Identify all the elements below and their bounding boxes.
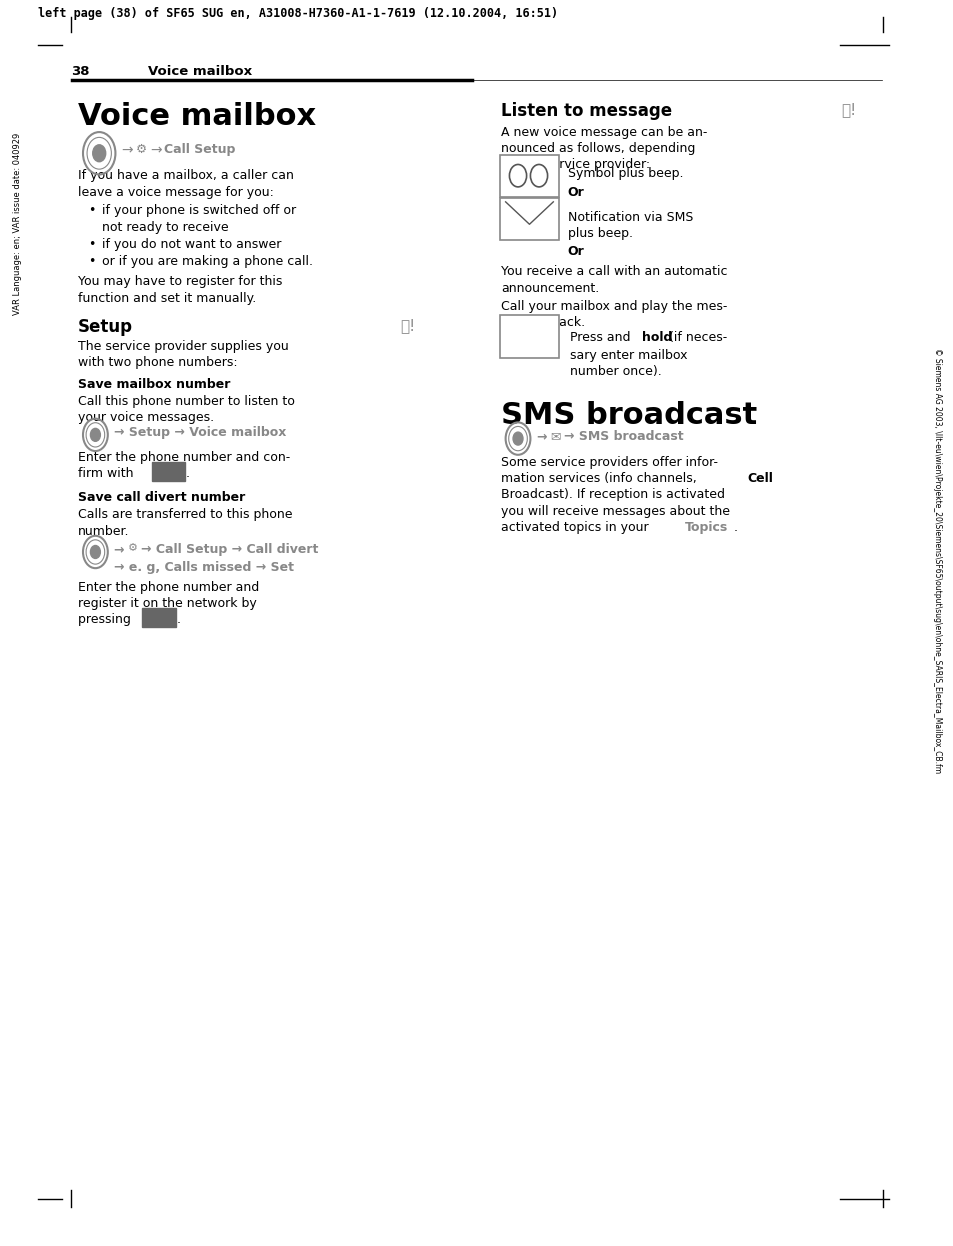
Text: Save mailbox number: Save mailbox number xyxy=(78,378,231,390)
Text: Topics: Topics xyxy=(684,521,727,533)
Text: or if you are making a phone call.: or if you are making a phone call. xyxy=(102,255,313,268)
Text: mation services (info channels,: mation services (info channels, xyxy=(500,472,700,485)
Text: plus beep.: plus beep. xyxy=(567,227,632,239)
Text: →: → xyxy=(536,430,546,442)
Text: number once).: number once). xyxy=(569,365,660,378)
Text: → e. g, Calls missed → Set: → e. g, Calls missed → Set xyxy=(113,561,294,573)
Text: Notification via SMS: Notification via SMS xyxy=(567,211,692,223)
Text: → Setup → Voice mailbox: → Setup → Voice mailbox xyxy=(113,426,286,439)
Text: .: . xyxy=(186,467,190,480)
Text: OK: OK xyxy=(151,612,167,623)
Text: you will receive messages about the: you will receive messages about the xyxy=(500,505,729,517)
Text: Enter the phone number and con-: Enter the phone number and con- xyxy=(78,451,290,464)
Text: OK: OK xyxy=(160,466,176,477)
Text: The service provider supplies you: The service provider supplies you xyxy=(78,340,289,353)
Text: Call your mailbox and play the mes-: Call your mailbox and play the mes- xyxy=(500,300,726,313)
FancyBboxPatch shape xyxy=(152,462,185,481)
Text: 38: 38 xyxy=(71,65,90,77)
Text: Save call divert number: Save call divert number xyxy=(78,491,245,503)
Text: sary enter mailbox: sary enter mailbox xyxy=(569,349,686,361)
Text: activated topics in your: activated topics in your xyxy=(500,521,652,533)
Text: sage(s) back.: sage(s) back. xyxy=(500,316,584,329)
Text: →: → xyxy=(150,143,161,157)
Text: (if neces-: (if neces- xyxy=(664,331,726,344)
Text: A new voice message can be an-: A new voice message can be an- xyxy=(500,126,706,138)
Text: leave a voice message for you:: leave a voice message for you: xyxy=(78,186,274,198)
Text: Some service providers offer infor-: Some service providers offer infor- xyxy=(500,456,717,468)
Text: announcement.: announcement. xyxy=(500,282,598,294)
Text: if you do not want to answer: if you do not want to answer xyxy=(102,238,281,250)
Text: your voice messages.: your voice messages. xyxy=(78,411,214,424)
Text: → Call Setup → Call divert: → Call Setup → Call divert xyxy=(141,543,318,556)
Text: You receive a call with an automatic: You receive a call with an automatic xyxy=(500,265,726,278)
Text: ✉: ✉ xyxy=(550,430,560,442)
Text: 1: 1 xyxy=(512,331,521,346)
Text: →: → xyxy=(113,543,124,556)
Circle shape xyxy=(92,145,106,162)
Text: Calls are transferred to this phone: Calls are transferred to this phone xyxy=(78,508,293,521)
Text: ⚙: ⚙ xyxy=(128,543,137,553)
Text: .: . xyxy=(176,613,180,625)
Text: Broadcast). If reception is activated: Broadcast). If reception is activated xyxy=(500,488,724,501)
Text: Or: Or xyxy=(567,186,584,198)
Text: Press and: Press and xyxy=(569,331,634,344)
Text: •: • xyxy=(88,204,95,217)
FancyBboxPatch shape xyxy=(499,198,558,240)
Text: →: → xyxy=(121,143,132,157)
Text: function and set it manually.: function and set it manually. xyxy=(78,292,256,304)
Text: Setup: Setup xyxy=(78,318,133,335)
Text: Listen to message: Listen to message xyxy=(500,102,671,120)
Text: ⧆!: ⧆! xyxy=(841,102,856,117)
Circle shape xyxy=(513,432,522,445)
FancyBboxPatch shape xyxy=(499,155,558,197)
Text: .: . xyxy=(733,521,737,533)
Circle shape xyxy=(91,546,100,558)
Text: If you have a mailbox, a caller can: If you have a mailbox, a caller can xyxy=(78,169,294,182)
Text: © Siemens AG 2003, \llt-eu\wien\Projekte_20\Siemens\SF65\output\sug\en\ohne_SARI: © Siemens AG 2003, \llt-eu\wien\Projekte… xyxy=(932,348,942,774)
Text: VAR Language: en; VAR issue date: 040929: VAR Language: en; VAR issue date: 040929 xyxy=(12,133,22,315)
FancyBboxPatch shape xyxy=(142,608,175,627)
FancyBboxPatch shape xyxy=(499,315,558,358)
Text: You may have to register for this: You may have to register for this xyxy=(78,275,282,288)
Text: SMS broadcast: SMS broadcast xyxy=(500,401,757,430)
Circle shape xyxy=(91,429,100,441)
Text: Call this phone number to listen to: Call this phone number to listen to xyxy=(78,395,294,407)
Text: on the service provider:: on the service provider: xyxy=(500,158,649,171)
Text: left page (38) of SF65 SUG en, A31008-H7360-A1-1-7619 (12.10.2004, 16:51): left page (38) of SF65 SUG en, A31008-H7… xyxy=(38,7,558,20)
Text: firm with: firm with xyxy=(78,467,137,480)
Text: number.: number. xyxy=(78,525,130,537)
Text: → SMS broadcast: → SMS broadcast xyxy=(563,430,682,442)
Text: register it on the network by: register it on the network by xyxy=(78,597,256,609)
Text: ⧆!: ⧆! xyxy=(400,318,416,333)
Text: Voice mailbox: Voice mailbox xyxy=(78,102,316,131)
Text: not ready to receive: not ready to receive xyxy=(102,221,229,233)
Text: Or: Or xyxy=(567,245,584,258)
Text: if your phone is switched off or: if your phone is switched off or xyxy=(102,204,295,217)
Text: Symbol plus beep.: Symbol plus beep. xyxy=(567,167,682,179)
Text: Cell: Cell xyxy=(746,472,772,485)
Text: •: • xyxy=(88,255,95,268)
Text: Call Setup: Call Setup xyxy=(164,143,235,156)
Text: with two phone numbers:: with two phone numbers: xyxy=(78,356,237,369)
Text: ∞: ∞ xyxy=(527,336,536,346)
Text: ⚙: ⚙ xyxy=(135,143,147,156)
Text: pressing: pressing xyxy=(78,613,135,625)
Text: •: • xyxy=(88,238,95,250)
Text: hold: hold xyxy=(641,331,672,344)
Text: Voice mailbox: Voice mailbox xyxy=(148,65,252,77)
Text: nounced as follows, depending: nounced as follows, depending xyxy=(500,142,695,155)
Text: Enter the phone number and: Enter the phone number and xyxy=(78,581,259,593)
